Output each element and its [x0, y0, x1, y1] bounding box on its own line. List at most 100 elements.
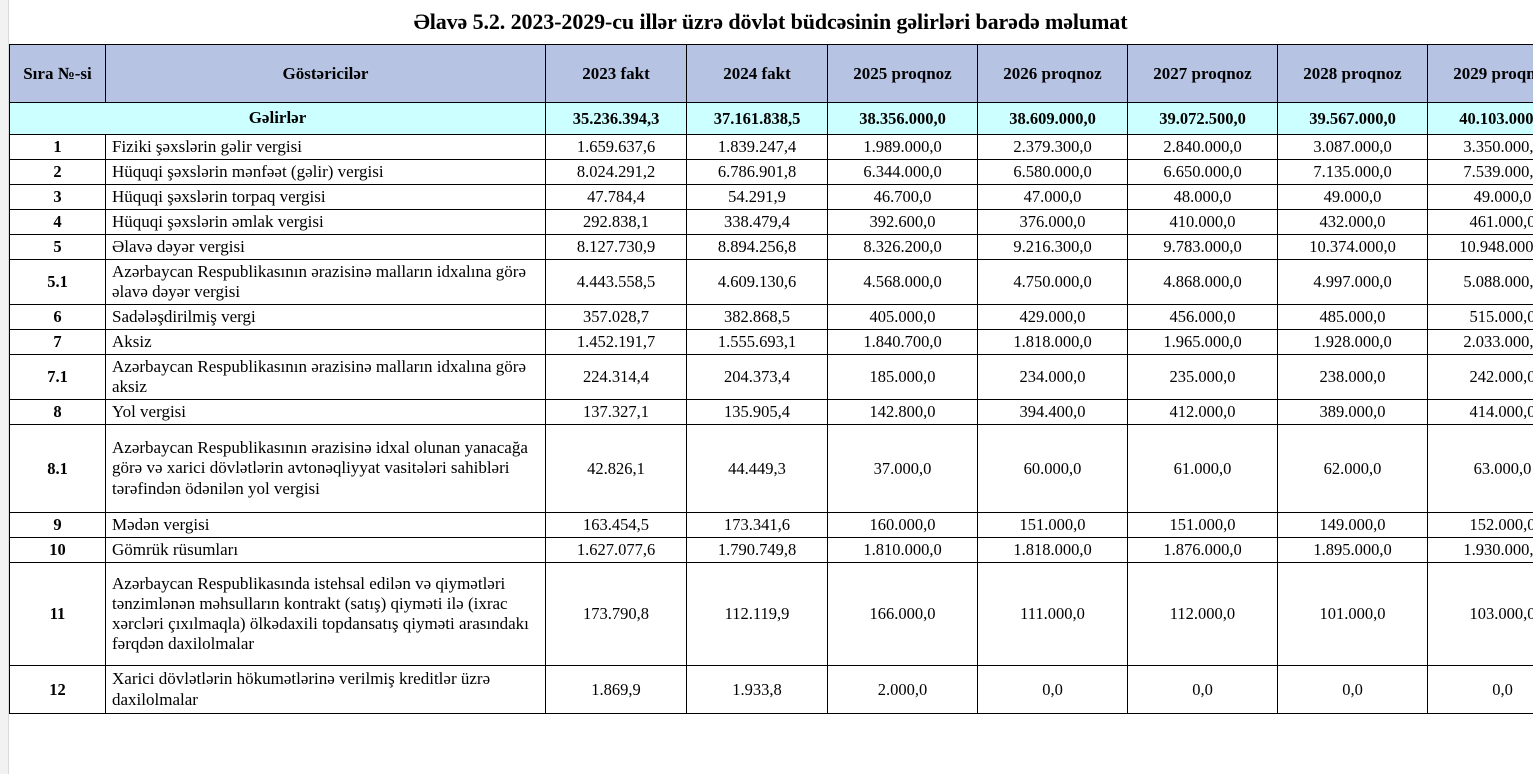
totals-row-value-2025: 38.356.000,0	[827, 102, 978, 135]
row-number: 8.1	[9, 424, 106, 513]
left-gutter	[0, 0, 9, 774]
row-label: Xarici dövlətlərin hökumətlərinə verilmi…	[105, 665, 546, 714]
table-header: Sıra №-si Göstəricilər 2023 fakt 2024 fa…	[9, 44, 1533, 103]
row-value-2024: 1.555.693,1	[686, 329, 828, 355]
row-value-2027: 412.000,0	[1127, 399, 1278, 425]
table-scroll-container[interactable]: Sıra №-si Göstəricilər 2023 fakt 2024 fa…	[9, 44, 1533, 714]
row-value-2024: 173.341,6	[686, 512, 828, 538]
row-value-2027: 456.000,0	[1127, 304, 1278, 330]
row-value-2024: 338.479,4	[686, 209, 828, 235]
row-value-2026: 60.000,0	[977, 424, 1128, 513]
row-value-2029: 103.000,0	[1427, 562, 1533, 666]
row-value-2023: 224.314,4	[545, 354, 687, 400]
row-value-2025: 185.000,0	[827, 354, 978, 400]
row-value-2026: 151.000,0	[977, 512, 1128, 538]
row-value-2029: 1.930.000,0	[1427, 537, 1533, 563]
row-value-2027: 6.650.000,0	[1127, 159, 1278, 185]
row-value-2027: 9.783.000,0	[1127, 234, 1278, 260]
column-header-2028-forecast: 2028 proqnoz	[1277, 44, 1428, 103]
row-label: Azərbaycan Respublikasında istehsal edil…	[105, 562, 546, 666]
table-row: 1 Fiziki şəxslərin gəlir vergisi 1.659.6…	[9, 134, 1533, 160]
row-value-2028: 4.997.000,0	[1277, 259, 1428, 305]
row-value-2027: 112.000,0	[1127, 562, 1278, 666]
totals-row-value-2024: 37.161.838,5	[686, 102, 828, 135]
row-value-2023: 1.869,9	[545, 665, 687, 714]
row-value-2029: 414.000,0	[1427, 399, 1533, 425]
row-value-2024: 382.868,5	[686, 304, 828, 330]
row-value-2025: 1.840.700,0	[827, 329, 978, 355]
row-value-2025: 1.989.000,0	[827, 134, 978, 160]
row-value-2028: 238.000,0	[1277, 354, 1428, 400]
column-header-2025-forecast: 2025 proqnoz	[827, 44, 978, 103]
row-label: Fiziki şəxslərin gəlir vergisi	[105, 134, 546, 160]
row-label: Azərbaycan Respublikasının ərazisinə mal…	[105, 354, 546, 400]
row-value-2025: 2.000,0	[827, 665, 978, 714]
row-value-2027: 1.965.000,0	[1127, 329, 1278, 355]
row-value-2023: 1.659.637,6	[545, 134, 687, 160]
row-value-2023: 1.452.191,7	[545, 329, 687, 355]
row-value-2026: 6.580.000,0	[977, 159, 1128, 185]
row-value-2025: 405.000,0	[827, 304, 978, 330]
row-value-2024: 112.119,9	[686, 562, 828, 666]
row-value-2023: 1.627.077,6	[545, 537, 687, 563]
row-value-2028: 49.000,0	[1277, 184, 1428, 210]
row-value-2024: 44.449,3	[686, 424, 828, 513]
row-value-2025: 4.568.000,0	[827, 259, 978, 305]
row-value-2023: 292.838,1	[545, 209, 687, 235]
row-value-2026: 9.216.300,0	[977, 234, 1128, 260]
table-row: 5 Əlavə dəyər vergisi 8.127.730,9 8.894.…	[9, 234, 1533, 260]
row-number: 9	[9, 512, 106, 538]
row-value-2024: 1.790.749,8	[686, 537, 828, 563]
row-value-2025: 8.326.200,0	[827, 234, 978, 260]
row-label: Aksiz	[105, 329, 546, 355]
row-value-2026: 234.000,0	[977, 354, 1128, 400]
row-value-2025: 6.344.000,0	[827, 159, 978, 185]
row-value-2023: 173.790,8	[545, 562, 687, 666]
table-row: 7.1 Azərbaycan Respublikasının ərazisinə…	[9, 354, 1533, 400]
table-row: 2 Hüquqi şəxslərin mənfəət (gəlir) vergi…	[9, 159, 1533, 185]
row-value-2026: 1.818.000,0	[977, 537, 1128, 563]
table-body: Gəlirlər 35.236.394,3 37.161.838,5 38.35…	[9, 102, 1533, 714]
row-value-2025: 160.000,0	[827, 512, 978, 538]
row-value-2026: 4.750.000,0	[977, 259, 1128, 305]
row-value-2029: 3.350.000,0	[1427, 134, 1533, 160]
row-value-2029: 63.000,0	[1427, 424, 1533, 513]
row-value-2029: 5.088.000,0	[1427, 259, 1533, 305]
column-header-2029-forecast: 2029 proqnoz	[1427, 44, 1533, 103]
row-label: Hüquqi şəxslərin torpaq vergisi	[105, 184, 546, 210]
row-value-2028: 7.135.000,0	[1277, 159, 1428, 185]
row-number: 3	[9, 184, 106, 210]
row-value-2028: 62.000,0	[1277, 424, 1428, 513]
row-value-2023: 4.443.558,5	[545, 259, 687, 305]
row-value-2023: 137.327,1	[545, 399, 687, 425]
row-value-2028: 149.000,0	[1277, 512, 1428, 538]
column-header-indicator: Göstəricilər	[105, 44, 546, 103]
row-number: 2	[9, 159, 106, 185]
row-value-2027: 4.868.000,0	[1127, 259, 1278, 305]
table-row: 3 Hüquqi şəxslərin torpaq vergisi 47.784…	[9, 184, 1533, 210]
row-value-2025: 166.000,0	[827, 562, 978, 666]
row-label: Azərbaycan Respublikasının ərazisinə mal…	[105, 259, 546, 305]
row-value-2024: 4.609.130,6	[686, 259, 828, 305]
table-row: 8.1 Azərbaycan Respublikasının ərazisinə…	[9, 424, 1533, 513]
row-value-2028: 389.000,0	[1277, 399, 1428, 425]
row-value-2026: 111.000,0	[977, 562, 1128, 666]
row-value-2024: 8.894.256,8	[686, 234, 828, 260]
table-row: 6 Sadələşdirilmiş vergi 357.028,7 382.86…	[9, 304, 1533, 330]
row-value-2028: 1.928.000,0	[1277, 329, 1428, 355]
row-value-2027: 2.840.000,0	[1127, 134, 1278, 160]
row-value-2027: 151.000,0	[1127, 512, 1278, 538]
row-value-2029: 0,0	[1427, 665, 1533, 714]
table-row: 11 Azərbaycan Respublikasında istehsal e…	[9, 562, 1533, 666]
row-value-2025: 392.600,0	[827, 209, 978, 235]
row-value-2026: 1.818.000,0	[977, 329, 1128, 355]
row-value-2027: 235.000,0	[1127, 354, 1278, 400]
row-value-2029: 242.000,0	[1427, 354, 1533, 400]
row-number: 4	[9, 209, 106, 235]
row-number: 6	[9, 304, 106, 330]
row-number: 5	[9, 234, 106, 260]
totals-row-value-2026: 38.609.000,0	[977, 102, 1128, 135]
row-value-2025: 142.800,0	[827, 399, 978, 425]
row-value-2029: 10.948.000,0	[1427, 234, 1533, 260]
row-value-2029: 2.033.000,0	[1427, 329, 1533, 355]
